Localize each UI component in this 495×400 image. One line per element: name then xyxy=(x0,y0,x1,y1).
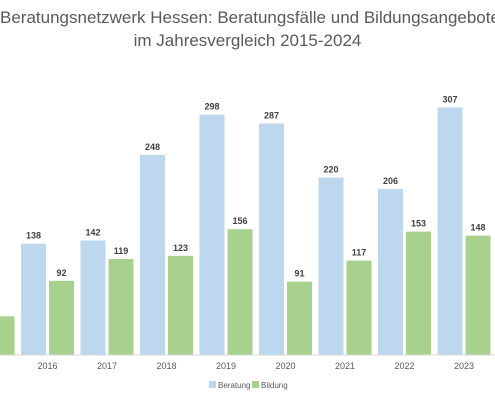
bar-beratung-2023 xyxy=(437,107,463,355)
bar-beratung-2020 xyxy=(259,123,284,355)
x-tick-label-2023: 2023 xyxy=(454,361,474,371)
data-label-bildung-2018: 123 xyxy=(173,243,188,253)
data-label-bildung-2022: 153 xyxy=(411,219,426,229)
legend: Beratung Bildung xyxy=(209,381,288,390)
chart-title: Beratungsnetzwerk Hessen: Beratungsfälle… xyxy=(0,6,495,52)
data-label-bildung-2020: 91 xyxy=(294,269,304,279)
chart-title-line-2: im Jahresvergleich 2015-2024 xyxy=(133,31,362,50)
data-label-layer: 138 92 142 119 248 123 298 156 287 91 220 117 206 153… xyxy=(26,94,486,278)
data-label-beratung-2016: 138 xyxy=(26,231,41,241)
bar-bildung-2021 xyxy=(346,260,372,355)
data-label-bildung-2023: 148 xyxy=(470,223,485,233)
bar-beratung-2022 xyxy=(378,188,403,355)
x-tick-label-2019: 2019 xyxy=(216,361,236,371)
x-tick-label-2020: 2020 xyxy=(275,361,295,371)
data-label-beratung-2019: 298 xyxy=(204,102,219,112)
data-label-bildung-2019: 156 xyxy=(232,216,247,226)
bar-bildung-2019 xyxy=(227,229,253,355)
bar-bildung-2023 xyxy=(465,235,491,355)
x-tick-label-2021: 2021 xyxy=(335,361,355,371)
bar-bildung-2017 xyxy=(108,259,134,355)
bar-beratung-2016 xyxy=(21,243,46,355)
bar-bildung-2020 xyxy=(287,281,312,355)
data-label-beratung-2022: 206 xyxy=(383,176,398,186)
data-label-beratung-2020: 287 xyxy=(264,111,279,121)
bar-bildung-2022 xyxy=(406,231,431,355)
bar-beratung-2017 xyxy=(80,240,106,355)
data-label-beratung-2021: 220 xyxy=(323,165,338,175)
legend-label-bildung: Bildung xyxy=(261,381,288,390)
x-tick-label-2017: 2017 xyxy=(97,361,117,371)
bar-layer xyxy=(0,107,491,356)
data-label-beratung-2023: 307 xyxy=(442,94,457,104)
data-label-bildung-2021: 117 xyxy=(352,248,367,258)
bar-bildung-2016 xyxy=(49,280,74,355)
data-label-beratung-2018: 248 xyxy=(145,142,160,152)
data-label-bildung-2017: 119 xyxy=(114,246,129,256)
bar-bildung-2015 xyxy=(0,316,15,355)
legend-swatch-beratung xyxy=(209,381,216,388)
chart-title-line-1: Beratungsnetzwerk Hessen: Beratungsfälle… xyxy=(0,8,495,27)
bar-beratung-2018 xyxy=(140,154,165,355)
legend-label-beratung: Beratung xyxy=(218,381,250,390)
data-label-beratung-2017: 142 xyxy=(85,227,100,237)
legend-swatch-bildung xyxy=(252,381,259,388)
bar-beratung-2021 xyxy=(318,177,344,355)
data-label-bildung-2016: 92 xyxy=(56,268,66,278)
x-tick-label-2018: 2018 xyxy=(156,361,176,371)
x-tick-labels: 2016 2017 2018 2019 2020 2021 2022 2023 xyxy=(37,361,474,371)
bar-beratung-2019 xyxy=(199,114,225,356)
bar-bildung-2018 xyxy=(168,255,193,355)
x-tick-label-2022: 2022 xyxy=(394,361,414,371)
x-tick-label-2016: 2016 xyxy=(37,361,57,371)
